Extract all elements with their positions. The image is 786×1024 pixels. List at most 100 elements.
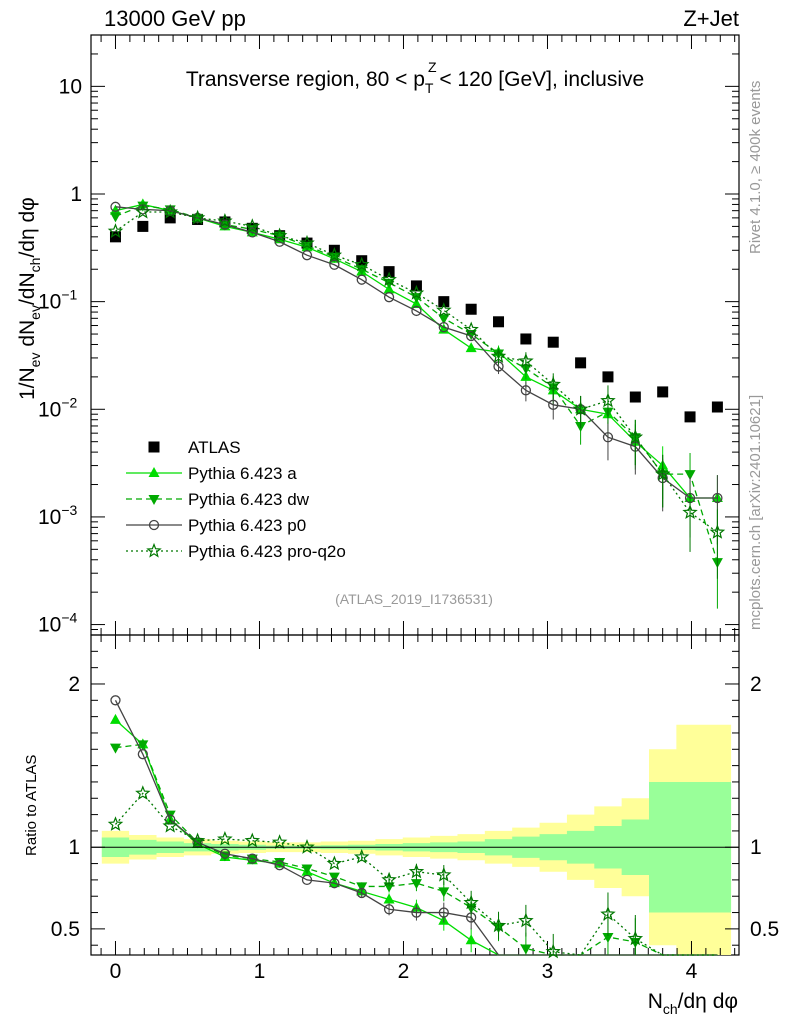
ratio-point	[274, 857, 286, 868]
main-y-tick-label: 10−3	[38, 502, 78, 529]
ratio-point	[135, 785, 151, 800]
series-point	[109, 212, 121, 223]
ratio-point	[107, 816, 124, 831]
ratio-point	[356, 882, 368, 893]
legend-item: Pythia 6.423 pro-q2o	[126, 542, 346, 561]
legend-item: ATLAS	[148, 438, 241, 457]
series-point	[684, 470, 696, 481]
atlas-data-point	[711, 401, 723, 413]
series-point	[383, 292, 395, 303]
header-right: Z+Jet	[683, 6, 739, 31]
series-point	[356, 274, 367, 285]
ratio-point	[219, 848, 231, 859]
atlas-data-point	[493, 316, 505, 328]
atlas-data-point	[137, 220, 149, 232]
ratio-point	[545, 943, 561, 959]
series-point	[466, 330, 477, 342]
series-point	[654, 465, 671, 481]
series-point	[301, 250, 313, 261]
ratio-point	[301, 864, 313, 875]
x-tick-label: 4	[686, 960, 698, 983]
ratio-point	[463, 894, 479, 910]
series-point	[600, 392, 616, 408]
series-point	[438, 321, 449, 333]
x-tick-label: 1	[254, 960, 266, 983]
legend-label: Pythia 6.423 p0	[188, 516, 306, 535]
x-tick-label: 3	[542, 960, 554, 983]
ratio-series-proq2o	[107, 785, 718, 959]
series-point	[135, 203, 151, 219]
atlas-data-point	[657, 386, 669, 398]
ratio-point	[110, 695, 121, 706]
mcplots-label: mcplots.cern.ch [arXiv:2401.10621]	[747, 395, 764, 630]
series-point	[244, 218, 261, 234]
ratio-point	[490, 917, 507, 933]
svg-text:1/Nev dNev/dNch/dη dφ: 1/Nev dNev/dNch/dη dφ	[16, 197, 43, 400]
series-point	[107, 223, 124, 238]
main-y-axis-label: 1/Nev dNev/dNch/dη dφ	[16, 197, 43, 400]
ratio-point	[247, 853, 258, 864]
atlas-data-point	[547, 336, 559, 348]
ratio-point	[408, 863, 425, 879]
series-point	[109, 204, 121, 215]
ratio-series-group	[107, 695, 718, 959]
legend: ATLAS Pythia 6.423 a Pythia 6.423 dw Pythia…	[126, 438, 346, 561]
legend-item: Pythia 6.423 a	[126, 464, 297, 483]
header-left: 13000 GeV pp	[104, 6, 246, 31]
ratio-point	[411, 907, 422, 918]
main-axis-ticks: 10 1 10−1 10−2 10−3 10−4	[38, 34, 739, 637]
ratio-point	[137, 740, 149, 751]
ratio-point	[600, 906, 616, 921]
main-series-pythia-6-423-pro-q2o	[107, 203, 726, 579]
ratio-series-p0	[110, 695, 718, 956]
ratio-point	[383, 893, 395, 904]
series-point	[548, 399, 559, 410]
ratio-y-tick-label-right: 2	[750, 673, 762, 696]
atlas-data-point	[356, 255, 368, 267]
main-y-tick-label: 10−1	[38, 287, 78, 314]
ratio-point	[326, 855, 343, 871]
legend-marker	[146, 542, 162, 558]
ratio-point	[328, 872, 340, 883]
series-point	[572, 401, 589, 416]
rivet-label: Rivet 4.1.0, ≥ 400k events	[747, 81, 764, 254]
ratio-y-tick-label-left: 2	[68, 673, 80, 696]
series-point	[627, 429, 644, 444]
series-point	[682, 504, 698, 520]
series-point	[217, 212, 233, 228]
main-series-atlas	[109, 212, 723, 423]
ratio-axis-ticks: 0 1 2 3 4 0.5 0.5 1 1 2 2	[51, 635, 779, 983]
analysis-tag: (ATLAS_2019_I1736531)	[335, 591, 493, 607]
ratio-point	[165, 814, 176, 825]
legend-label: Pythia 6.423 dw	[188, 490, 310, 509]
ratio-point	[109, 743, 121, 754]
series-point	[381, 271, 397, 287]
ratio-point	[465, 934, 477, 945]
ratio-point	[436, 866, 452, 882]
series-point	[463, 321, 479, 337]
legend-marker	[148, 519, 160, 531]
series-line	[115, 206, 718, 499]
atlas-data-point	[164, 212, 176, 224]
series-point	[490, 348, 507, 364]
series-point	[408, 284, 425, 300]
atlas-data-point	[465, 303, 477, 315]
main-y-tick-label: 10−2	[38, 394, 78, 421]
x-tick-label: 0	[110, 960, 122, 983]
legend-marker	[148, 495, 160, 505]
ratio-point	[518, 912, 534, 928]
series-point	[465, 342, 477, 353]
atlas-data-point	[520, 333, 532, 345]
ratio-point	[244, 832, 261, 848]
legend-label: ATLAS	[188, 438, 241, 457]
atlas-data-point	[109, 231, 121, 243]
ratio-point	[137, 749, 148, 760]
legend-marker-atlas	[148, 441, 160, 453]
ratio-y-tick-label-left: 1	[68, 836, 80, 859]
x-axis-label: Nch/dη dφ	[648, 990, 738, 1017]
ratio-point	[329, 878, 340, 889]
series-point	[110, 201, 121, 212]
ratio-y-tick-label-left: 0.5	[51, 918, 80, 941]
series-point	[329, 259, 340, 270]
ratio-point	[381, 871, 397, 887]
